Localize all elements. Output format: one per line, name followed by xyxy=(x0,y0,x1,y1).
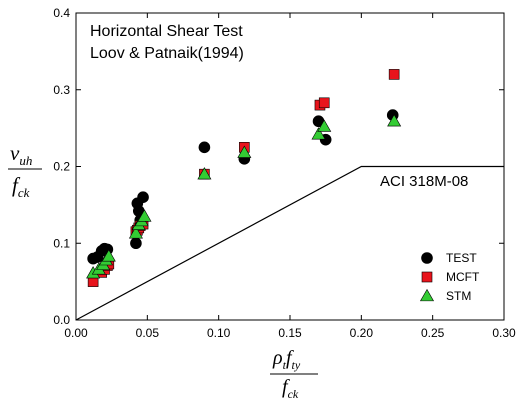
legend-marker-stm xyxy=(419,288,435,302)
legend-label-test: TEST xyxy=(446,251,477,265)
stm-point xyxy=(317,119,332,132)
y-tick-label: 0.0 xyxy=(53,313,70,327)
mcft-point xyxy=(318,97,330,109)
annotation-line-1: Horizontal Shear Test xyxy=(90,23,243,40)
x-axis-label: ρtfty fck xyxy=(270,347,318,401)
x-label-numerator: ρtfty xyxy=(272,347,301,372)
code-line-layer xyxy=(75,165,504,321)
test-point xyxy=(137,191,149,203)
data-points-layer xyxy=(86,69,402,287)
annotation-line-2: Loov & Patnaik(1994) xyxy=(90,45,244,62)
x-tick-label: 0.20 xyxy=(350,326,374,340)
legend-marker-mcft xyxy=(421,271,433,283)
code-line-label: ACI 318M-08 xyxy=(380,173,468,190)
y-label-denominator: fck xyxy=(12,173,30,200)
legend-marker-test xyxy=(421,252,433,264)
y-tick-label: 0.4 xyxy=(53,6,70,20)
stm-point xyxy=(101,249,116,262)
test-point xyxy=(130,237,142,250)
stm-point xyxy=(197,167,212,180)
y-label-numerator: vuh xyxy=(10,141,32,168)
mcft-point xyxy=(388,69,400,80)
y-axis-label: vuh fck xyxy=(8,141,42,200)
legend-label-mcft: MCFT xyxy=(446,270,480,284)
stm-point xyxy=(128,226,143,239)
x-tick-label: 0.15 xyxy=(278,326,302,340)
stm-point xyxy=(237,145,252,158)
y-tick-label: 0.3 xyxy=(53,83,70,97)
stm-point xyxy=(311,127,326,140)
test-point xyxy=(198,141,211,154)
x-label-denominator: fck xyxy=(282,376,299,401)
legend: TEST MCFT STM xyxy=(419,251,480,303)
stm-point xyxy=(137,209,152,222)
x-tick-label: 0.05 xyxy=(136,326,160,340)
legend-label-stm: STM xyxy=(446,289,471,303)
axis-ticks: 0.00 0.05 0.10 0.15 0.20 0.25 0.30 0.0 0.1 0.2 0.3… xyxy=(53,6,516,340)
aci-code-line xyxy=(75,165,504,321)
y-tick-label: 0.2 xyxy=(53,160,70,174)
x-tick-label: 0.25 xyxy=(421,326,445,340)
y-tick-label: 0.1 xyxy=(53,236,70,250)
stm-point xyxy=(387,114,402,127)
x-tick-label: 0.00 xyxy=(64,326,88,340)
x-tick-label: 0.30 xyxy=(492,326,516,340)
x-tick-label: 0.10 xyxy=(207,326,231,340)
